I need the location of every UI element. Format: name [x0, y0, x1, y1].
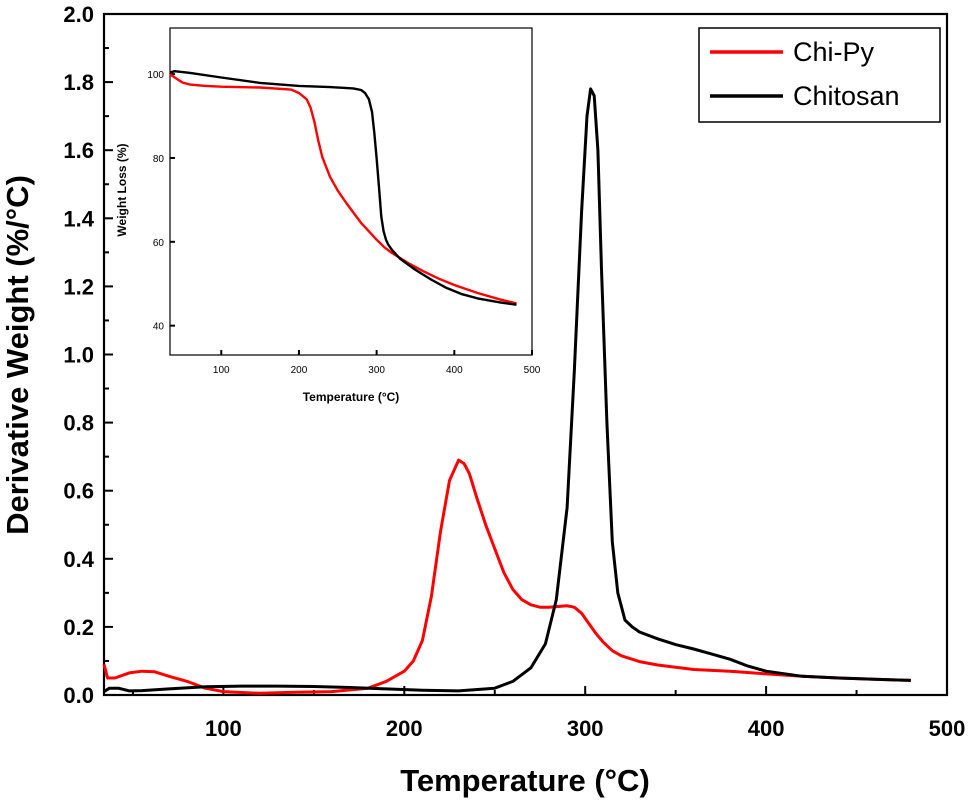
inset-y-tick-label-60: 60 — [153, 238, 165, 249]
main-series-chi-py — [102, 458, 911, 695]
inset-y-tick-label-100: 100 — [147, 70, 164, 81]
inset-axis-ticks: 100 200 300 400 500 40 60 80 100 — [147, 70, 540, 376]
legend-label-chi-py: Chi-Py — [793, 37, 875, 67]
inset-x-tick-label-100: 100 — [213, 365, 230, 376]
main-y-tick-label-7: 1.4 — [63, 206, 94, 231]
inset-y-tick-label-40: 40 — [153, 322, 165, 333]
inset-x-tick-label-300: 300 — [368, 365, 385, 376]
main-y-tick-label-0: 0.0 — [63, 683, 94, 708]
inset-x-tick-label-200: 200 — [291, 365, 308, 376]
main-series-lines — [102, 87, 911, 695]
legend-box — [698, 27, 941, 123]
main-y-tick-label-6: 1.2 — [63, 274, 94, 299]
main-y-tick-label-9: 1.8 — [63, 70, 94, 95]
inset-y-axis-title: Weight Loss (%) — [115, 143, 129, 236]
main-y-tick-label-1: 0.2 — [63, 615, 94, 640]
main-x-tick-label-300: 300 — [567, 716, 604, 741]
legend-label-chitosan: Chitosan — [793, 81, 900, 111]
inset-series-lines — [169, 70, 517, 306]
legend: Chi-Py Chitosan — [698, 27, 941, 123]
inset-x-tick-label-500: 500 — [524, 365, 541, 376]
main-y-tick-label-2: 0.4 — [63, 547, 94, 572]
main-y-tick-label-8: 1.6 — [63, 138, 94, 163]
main-y-tick-label-5: 1.0 — [63, 343, 94, 368]
main-y-tick-label-3: 0.6 — [63, 479, 94, 504]
main-y-tick-label-10: 2.0 — [63, 2, 94, 27]
main-x-tick-label-500: 500 — [929, 716, 966, 741]
inset-series-chitosan — [169, 70, 517, 306]
main-x-tick-label-200: 200 — [386, 716, 423, 741]
inset-plot-frame — [169, 27, 533, 356]
main-y-tick-label-4: 0.8 — [63, 411, 94, 436]
main-x-tick-label-400: 400 — [748, 716, 785, 741]
inset-x-axis-title: Temperature (°C) — [303, 390, 400, 404]
inset-x-tick-label-400: 400 — [446, 365, 463, 376]
inset-y-tick-label-80: 80 — [153, 154, 165, 165]
inset-plot: 100 200 300 400 500 40 60 80 100 Temperature (°C… — [115, 27, 541, 404]
inset-series-chi-py — [169, 73, 517, 305]
main-axis-ticks: 100 200 300 400 500 0.0 0.2 0.4 0.6 0.8 1.0 1.2 1.4 1… — [63, 2, 965, 741]
main-series-chitosan — [103, 87, 911, 693]
main-x-axis-title: Temperature (°C) — [400, 763, 650, 798]
main-y-axis-title: Derivative Weight (%/°C) — [0, 175, 35, 535]
main-x-tick-label-100: 100 — [205, 716, 242, 741]
